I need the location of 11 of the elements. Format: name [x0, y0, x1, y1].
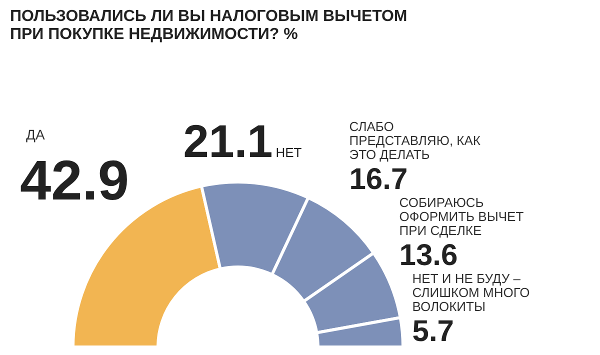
chart-title: ПОЛЬЗОВАЛИСЬ ЛИ ВЫ НАЛОГОВЫМ ВЫЧЕТОМ ПРИ ПОКУПКЕ НЕДВИЖИМОСТИ? %: [10, 8, 408, 44]
data-label: 13.6: [399, 239, 458, 272]
data-label: 5.7: [412, 315, 454, 348]
data-label: 21.1: [183, 115, 273, 168]
slice-label: СЛАБО ПРЕДСТАВЛЯЮ, КАК ЭТО ДЕЛАТЬ: [349, 119, 481, 162]
slice-label: СОБИРАЮСЬ ОФОРМИТЬ ВЫЧЕТ ПРИ СДЕЛКЕ: [399, 195, 524, 238]
slice-label: НЕТ И НЕ БУДУ – СЛИШКОМ МНОГО ВОЛОКИТЫ: [412, 271, 530, 314]
data-label: 16.7: [349, 163, 408, 196]
data-label: 42.9: [20, 148, 129, 212]
slice-label: ДА: [26, 126, 46, 143]
slice-label: НЕТ: [276, 145, 302, 160]
